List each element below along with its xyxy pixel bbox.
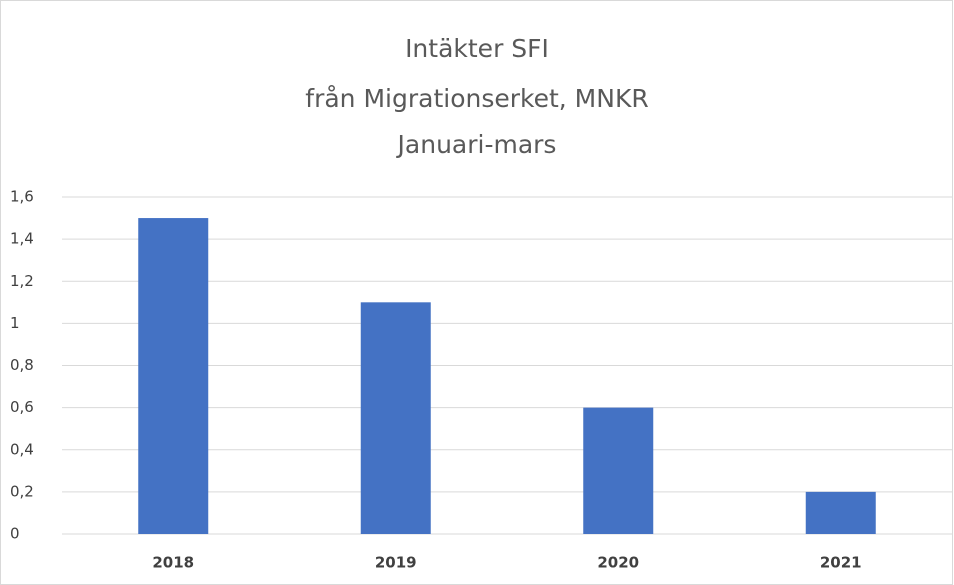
bar [805, 491, 876, 534]
bar [583, 407, 654, 534]
y-tick-label: 1,6 [10, 188, 34, 206]
chart-title: Intäkter SFI [405, 34, 549, 63]
y-tick-label: 1 [10, 314, 20, 332]
bar [360, 302, 431, 534]
y-tick-label: 0 [10, 525, 20, 543]
chart-title: Januari-mars [396, 130, 557, 159]
y-tick-label: 0,4 [10, 440, 34, 458]
x-tick-label: 2019 [375, 554, 417, 572]
y-tick-label: 0,2 [10, 482, 34, 500]
x-tick-label: 2018 [152, 554, 194, 572]
bar [138, 218, 209, 534]
x-tick-label: 2021 [820, 554, 862, 572]
y-tick-label: 0,6 [10, 398, 34, 416]
y-tick-label: 1,2 [10, 272, 34, 290]
y-tick-label: 1,4 [10, 230, 34, 248]
chart-title: från Migrationserket, MNKR [305, 84, 648, 113]
y-tick-label: 0,8 [10, 356, 34, 374]
x-tick-label: 2020 [597, 554, 639, 572]
